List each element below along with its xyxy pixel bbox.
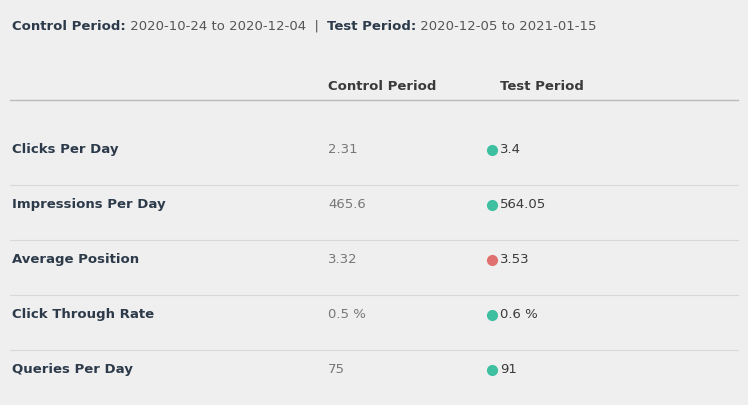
Text: 2020-12-05 to 2021-01-15: 2020-12-05 to 2021-01-15 [417, 20, 597, 33]
Text: Click Through Rate: Click Through Rate [12, 308, 154, 321]
Text: 2020-10-24 to 2020-12-04: 2020-10-24 to 2020-12-04 [126, 20, 306, 33]
Text: 3.4: 3.4 [500, 143, 521, 156]
Text: 0.6 %: 0.6 % [500, 308, 538, 321]
Text: Clicks Per Day: Clicks Per Day [12, 143, 118, 156]
Text: Test Period:: Test Period: [327, 20, 417, 33]
Text: Average Position: Average Position [12, 253, 139, 266]
Text: 3.53: 3.53 [500, 253, 530, 266]
Text: 564.05: 564.05 [500, 198, 546, 211]
Text: 75: 75 [328, 363, 345, 376]
Text: Control Period:: Control Period: [12, 20, 126, 33]
Text: Queries Per Day: Queries Per Day [12, 363, 133, 376]
Text: Impressions Per Day: Impressions Per Day [12, 198, 165, 211]
Text: 2.31: 2.31 [328, 143, 358, 156]
Text: 0.5 %: 0.5 % [328, 308, 366, 321]
Text: 3.32: 3.32 [328, 253, 358, 266]
Text: Test Period: Test Period [500, 80, 584, 93]
Text: 91: 91 [500, 363, 517, 376]
Text: Control Period: Control Period [328, 80, 436, 93]
Text: 465.6: 465.6 [328, 198, 366, 211]
Text: |: | [306, 20, 327, 33]
